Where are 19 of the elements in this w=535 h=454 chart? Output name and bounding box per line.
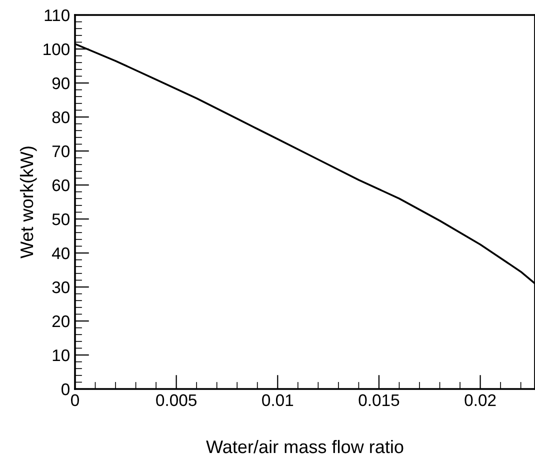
x-tick-label: 0.01 (262, 394, 294, 406)
y-axis-title: Wet work(kW) (20, 146, 37, 258)
y-tick-label: 50 (52, 213, 70, 226)
y-tick-label: 40 (52, 247, 70, 260)
y-tick-label: 10 (52, 349, 70, 362)
x-axis-title: Water/air mass flow ratio (206, 440, 404, 454)
y-tick-label: 0 (62, 383, 70, 396)
x-tick-label: 0.015 (358, 394, 400, 406)
x-tick-label: 0.005 (156, 394, 196, 406)
y-tick-label: 70 (52, 145, 70, 158)
y-tick-label: 20 (52, 315, 70, 328)
y-tick-label: 100 (44, 43, 70, 56)
y-tick-label: 60 (52, 179, 70, 192)
y-tick-label: 80 (52, 111, 70, 124)
x-tick-label: 0.02 (464, 394, 496, 406)
x-tick-label: 0 (71, 394, 79, 406)
y-tick-label: 30 (52, 281, 70, 294)
y-tick-label: 90 (52, 77, 70, 90)
y-tick-label: 110 (44, 9, 70, 22)
